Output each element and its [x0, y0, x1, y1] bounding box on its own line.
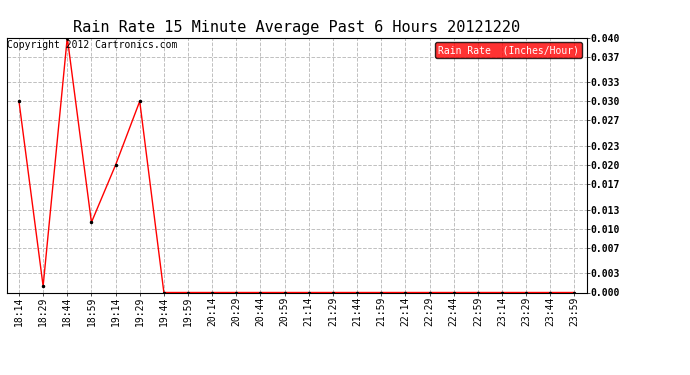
Text: Copyright 2012 Cartronics.com: Copyright 2012 Cartronics.com	[8, 40, 178, 50]
Legend: Rain Rate  (Inches/Hour): Rain Rate (Inches/Hour)	[435, 42, 582, 58]
Title: Rain Rate 15 Minute Average Past 6 Hours 20121220: Rain Rate 15 Minute Average Past 6 Hours…	[73, 20, 520, 35]
